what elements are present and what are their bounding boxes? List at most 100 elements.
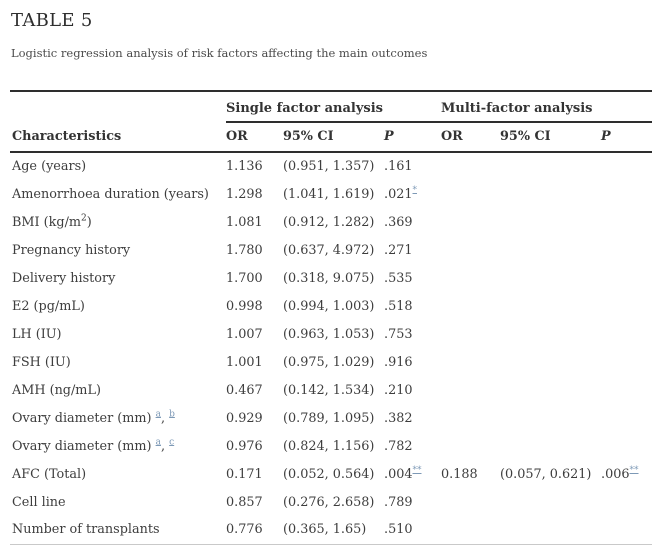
table-row: FSH (IU) 1.001 (0.975, 1.029) .916	[10, 348, 652, 376]
characteristic-cell: Delivery history	[10, 264, 226, 292]
p-cell-multi	[601, 516, 653, 545]
table-row: Number of transplants 0.776 (0.365, 1.65).…	[10, 516, 653, 545]
p-cell-single: .161	[384, 152, 441, 180]
ci-cell-multi: (0.057, 0.621)	[500, 466, 592, 482]
text-part: Age (years)	[12, 159, 87, 174]
ci-cell-multi	[500, 348, 601, 376]
ci-cell-multi	[500, 376, 601, 404]
p-cell-multi	[601, 404, 652, 432]
or-cell-multi	[441, 180, 500, 208]
characteristic-cell: LH (IU)	[10, 320, 226, 348]
p-cell-single: .789	[384, 488, 441, 516]
column-header-ci-multi: 95% CI	[500, 122, 602, 153]
column-header-or-multi: OR	[441, 122, 501, 153]
ci-cell-multi	[500, 208, 601, 236]
p-cell-multi	[601, 348, 652, 376]
table-row: BMI (kg/m2) 1.081 (0.912, 1.282) .369	[10, 208, 652, 236]
ci-cell-single: (0.052, 0.564)	[283, 466, 375, 482]
characteristic-cell: Amenorrhoea duration (years)	[10, 180, 226, 208]
or-cell-multi	[441, 376, 500, 404]
footnote-link[interactable]: b	[169, 409, 175, 420]
or-cell-single: 0.467	[226, 382, 263, 398]
text-part: Amenorrhoea duration (years)	[12, 186, 209, 202]
p-cell-multi	[601, 180, 652, 208]
ci-cell-multi	[500, 516, 602, 545]
footnote-link[interactable]: **	[412, 465, 422, 476]
table-row: Ovary diameter (mm) a, c 0.976 (0.824, 1.1…	[10, 432, 652, 460]
main-table: Single factor analysis Multi-factor anal…	[10, 90, 653, 545]
or-cell-single: 1.298	[226, 186, 263, 202]
p-cell-single: .271	[384, 236, 441, 264]
table-container: TABLE 5 Logistic regression analysis of …	[10, 10, 653, 545]
text-part: BMI (kg/m	[12, 214, 82, 230]
page-title: TABLE 5	[11, 10, 93, 31]
text-part: Number of transplants	[12, 522, 160, 538]
table-row: Cell line 0.857 (0.276, 2.658) .789	[10, 488, 652, 516]
ci-cell-multi	[500, 152, 601, 180]
text-part: Ovary diameter (mm)	[12, 410, 156, 426]
p-cell-single: .535	[384, 264, 441, 292]
characteristic-cell: Ovary diameter (mm) a, c	[10, 432, 226, 460]
p-cell-multi	[601, 432, 652, 460]
p-cell-single: .753	[384, 320, 441, 348]
ci-cell-single: (0.637, 4.972)	[283, 242, 375, 258]
or-cell-single: 1.136	[226, 159, 263, 174]
footnote-link[interactable]: **	[629, 465, 639, 476]
footnote-link[interactable]: a	[155, 437, 161, 448]
ci-cell-single: (0.975, 1.029)	[283, 354, 375, 370]
or-cell-multi	[441, 432, 500, 460]
ci-cell-multi	[500, 292, 601, 320]
superscript: 2	[81, 213, 87, 224]
characteristic-cell: Number of transplants	[10, 516, 226, 545]
or-cell-single: 0.171	[226, 466, 263, 482]
text-part: LH (IU)	[12, 326, 62, 342]
text-part: Delivery history	[12, 270, 116, 286]
column-header-row: Characteristics OR 95% CI P OR 95% CI P	[10, 122, 653, 153]
ci-cell-single: (0.994, 1.003)	[283, 298, 375, 314]
ci-cell-single: (0.142, 1.534)	[283, 382, 375, 398]
table-row: LH (IU) 1.007 (0.963, 1.053) .753	[10, 320, 652, 348]
text-part: .210	[384, 382, 413, 398]
text-part: ,	[160, 410, 170, 426]
or-cell-multi	[441, 488, 500, 516]
or-cell-multi	[441, 404, 500, 432]
p-cell-single: .782	[384, 432, 441, 460]
p-cell-single: .369	[384, 208, 441, 236]
group-header-single-factor: Single factor analysis	[226, 90, 442, 123]
or-cell-multi	[441, 348, 500, 376]
p-cell-multi	[601, 236, 652, 264]
characteristic-cell: AMH (ng/mL)	[10, 376, 226, 404]
text-part: .004	[384, 466, 413, 482]
or-cell-single: 1.007	[226, 326, 263, 342]
table-row: AFC (Total) 0.171 (0.052, 0.564) .004** 0.18…	[10, 460, 652, 488]
p-cell-single: .021*	[384, 180, 441, 208]
text-part: .382	[384, 410, 413, 426]
text-part: .789	[384, 494, 413, 510]
ci-cell-single: (0.963, 1.053)	[283, 326, 375, 342]
footnote-link[interactable]: c	[169, 437, 175, 448]
table-row: Ovary diameter (mm) a, b 0.929 (0.789, 1.0…	[10, 404, 652, 432]
p-cell-multi: .006**	[601, 460, 652, 488]
footnote-link[interactable]: *	[412, 185, 418, 196]
table-body: Age (years) 1.136 (0.951, 1.357) .161 Amenor…	[10, 152, 653, 545]
ci-cell-single: (0.318, 9.075)	[283, 270, 375, 286]
p-cell-single: .210	[384, 376, 441, 404]
group-header-row: Single factor analysis Multi-factor anal…	[10, 90, 653, 123]
text-part: .518	[384, 298, 413, 314]
characteristic-cell: BMI (kg/m2)	[10, 208, 226, 236]
characteristic-cell: E2 (pg/mL)	[10, 292, 226, 320]
p-cell-multi	[601, 264, 652, 292]
text-part: .535	[384, 270, 413, 286]
or-cell-multi	[441, 208, 500, 236]
p-cell-single: .518	[384, 292, 441, 320]
column-header-or-single: OR	[226, 122, 283, 153]
ci-cell-single: (0.789, 1.095)	[283, 410, 375, 426]
p-cell-multi	[601, 488, 652, 516]
column-header-p-single: P	[384, 122, 442, 153]
or-cell-multi: 0.188	[441, 466, 478, 482]
table-caption: Logistic regression analysis of risk fac…	[11, 46, 428, 60]
or-cell-single: 1.700	[226, 270, 263, 286]
characteristic-cell: AFC (Total)	[10, 460, 226, 488]
footnote-link[interactable]: a	[155, 409, 161, 420]
group-header-multi-factor: Multi-factor analysis	[441, 90, 653, 123]
